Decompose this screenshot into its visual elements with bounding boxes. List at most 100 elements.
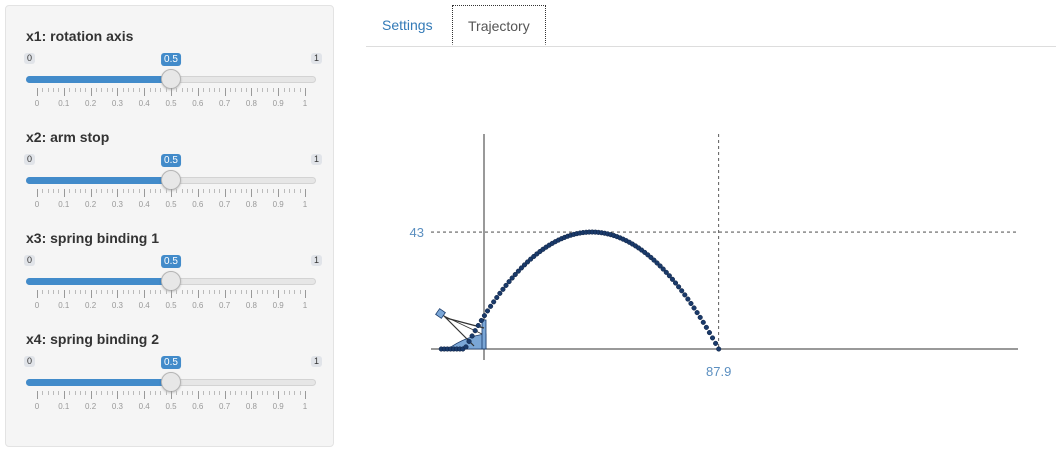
slider-minor-tick — [294, 290, 296, 294]
slider-minor-tick — [262, 391, 264, 395]
slider-minor-tick — [101, 391, 103, 395]
slider-minor-tick — [213, 391, 215, 395]
slider-major-tick — [224, 189, 226, 197]
slider-minor-tick — [133, 290, 135, 294]
slider-minor-tick — [101, 290, 103, 294]
slider-tick-label: 0.6 — [192, 301, 204, 310]
slider-label: x3: spring binding 1 — [26, 230, 160, 246]
slider-major-tick — [197, 189, 199, 197]
slider-minor-tick — [53, 290, 55, 294]
slider-handle[interactable] — [161, 372, 181, 392]
slider-major-tick — [90, 189, 92, 197]
trajectory-point — [654, 260, 660, 266]
trajectory-point — [491, 299, 497, 305]
slider-tick-label: 0.9 — [272, 402, 284, 411]
slider-tick-label: 0.9 — [272, 301, 284, 310]
slider-minor-tick — [192, 391, 194, 395]
trajectory-point — [484, 308, 491, 314]
trajectory-point — [669, 276, 676, 282]
trajectory-point — [706, 330, 712, 336]
slider-tick-label: 0.5 — [165, 200, 177, 209]
slider-value-label: 0.5 — [161, 356, 181, 369]
slider-tick-label: 0.3 — [111, 402, 123, 411]
tab-settings[interactable]: Settings — [382, 17, 433, 33]
slider-major-tick — [144, 88, 146, 96]
slider-minor-tick — [267, 290, 269, 294]
trajectory-point — [469, 333, 475, 339]
slider-minor-tick — [160, 189, 162, 193]
slider-value-label: 0.5 — [161, 154, 181, 167]
slider-minor-tick — [246, 290, 248, 294]
slider-major-tick — [251, 189, 253, 197]
slider-tick-label: 0.2 — [85, 200, 97, 209]
slider-max-label: 1 — [310, 53, 322, 64]
slider-minor-tick — [299, 88, 301, 92]
slider-minor-tick — [272, 290, 274, 294]
slider-minor-tick — [154, 88, 156, 92]
slider-major-tick — [171, 391, 172, 399]
slider-minor-tick — [58, 391, 60, 395]
slider-minor-tick — [229, 88, 231, 92]
tab-trajectory[interactable]: Trajectory — [452, 5, 546, 45]
slider-major-tick — [305, 391, 306, 399]
slider-minor-tick — [128, 189, 130, 193]
slider-major-tick — [117, 290, 119, 298]
slider-minor-tick — [219, 290, 221, 294]
slider-minor-tick — [138, 391, 140, 395]
slider-ticks: 0 0.1 0.2 0.3 0.4 0.5 0.6 0.7 0.8 0.9 1 — [26, 391, 318, 411]
slider-minor-tick — [47, 391, 49, 395]
slider-minor-tick — [95, 391, 97, 395]
trajectory-point — [512, 271, 518, 278]
slider-min-label: 0 — [24, 255, 36, 266]
slider-minor-tick — [219, 88, 221, 92]
slider-tick-label: 0 — [34, 200, 40, 209]
trajectory-point — [518, 265, 524, 271]
slider-minor-tick — [208, 391, 210, 395]
slider-max-label: 1 — [310, 356, 322, 367]
slider-handle[interactable] — [161, 69, 181, 89]
slider-fill — [26, 278, 171, 285]
slider-tick-label: 0.5 — [165, 301, 177, 310]
slider-minor-tick — [272, 189, 274, 193]
slider-minor-tick — [149, 290, 151, 294]
slider-minor-tick — [262, 88, 264, 92]
slider-handle[interactable] — [161, 271, 181, 291]
sidebar-panel: x1: rotation axis 0 1 0.5 0 0.1 0.2 0.3 0.4 0.5 0.… — [5, 5, 334, 447]
trajectory-point — [666, 273, 672, 279]
slider-minor-tick — [267, 88, 269, 92]
slider-minor-tick — [42, 391, 44, 395]
slider-tick-label: 0.1 — [58, 99, 70, 108]
slider-tick-label: 0.2 — [85, 402, 97, 411]
slider-tick-label: 0.7 — [219, 402, 231, 411]
slider-minor-tick — [85, 290, 87, 294]
slider-major-tick — [305, 189, 306, 197]
trajectory-point — [716, 346, 722, 352]
slider-minor-tick — [106, 189, 108, 193]
slider-minor-tick — [240, 189, 242, 193]
slider-minor-tick — [79, 189, 81, 193]
slider-minor-tick — [213, 290, 215, 294]
slider-minor-tick — [176, 290, 178, 294]
slider-minor-tick — [53, 88, 55, 92]
slider-tick-label: 0.9 — [272, 200, 284, 209]
slider-minor-tick — [192, 88, 194, 92]
slider-minor-tick — [47, 189, 49, 193]
slider-major-tick — [144, 290, 146, 298]
slider-minor-tick — [149, 391, 151, 395]
peak-height-label: 43 — [410, 225, 424, 240]
tab-bar: Settings Trajectory — [366, 5, 1056, 47]
slider-minor-tick — [42, 88, 44, 92]
slider-minor-tick — [165, 88, 167, 92]
trajectory-point — [700, 319, 706, 325]
trajectory-point — [515, 268, 521, 274]
slider-handle[interactable] — [161, 170, 181, 190]
slider-major-tick — [144, 391, 146, 399]
slider-major-tick — [278, 391, 280, 399]
slider-major-tick — [224, 391, 226, 399]
trajectory-point — [500, 286, 506, 292]
slider-minor-tick — [58, 88, 60, 92]
slider-major-tick — [224, 88, 226, 96]
trajectory-point — [494, 294, 500, 301]
trajectory-point — [481, 313, 487, 319]
slider-group-x4: x4: spring binding 2 0 1 0.5 0 0.1 0.2 0.3 0.4 0.… — [24, 309, 322, 411]
